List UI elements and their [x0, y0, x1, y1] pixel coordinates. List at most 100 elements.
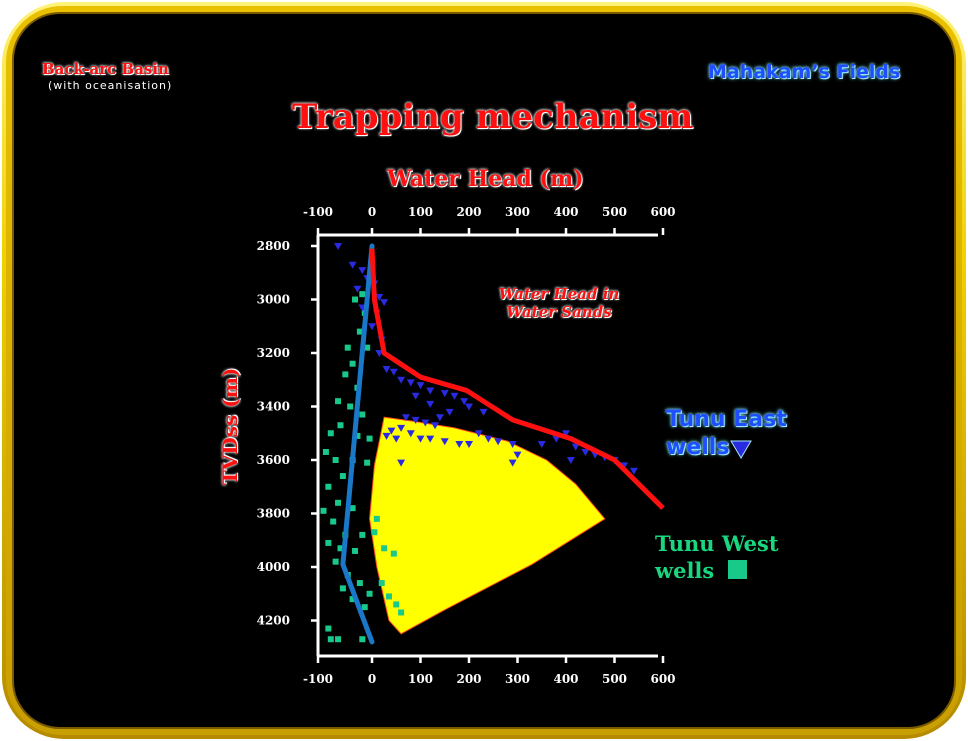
east-point-10 — [368, 323, 376, 331]
y-tick-label-7: 4200 — [257, 614, 290, 628]
west-point-32 — [339, 585, 346, 592]
west-point-8 — [347, 403, 354, 410]
east-point-55 — [629, 467, 638, 475]
west-point-28 — [352, 547, 359, 554]
trend-lines-layer — [340, 243, 665, 645]
east-point-47 — [552, 435, 561, 443]
west-point-49 — [352, 296, 359, 303]
west-point-12 — [354, 432, 361, 439]
east-point-14 — [389, 368, 398, 376]
east-point-32 — [382, 432, 391, 440]
x-tick-label-bottom-1: 0 — [368, 672, 376, 686]
x-tick-label-bottom-6: 500 — [602, 672, 627, 686]
east-point-58 — [426, 400, 435, 408]
east-point-44 — [397, 459, 406, 467]
west-point-46 — [359, 636, 366, 643]
west-point-19 — [325, 483, 332, 490]
east-point-24 — [445, 408, 454, 416]
east-point-22 — [465, 403, 473, 411]
east-point-16 — [406, 379, 415, 387]
west-point-2 — [356, 328, 363, 335]
west-point-11 — [327, 430, 334, 437]
east-point-45 — [508, 459, 517, 467]
x-tick-label-bottom-2: 100 — [408, 672, 433, 686]
basin-subtitle: (with oceanisation) — [48, 79, 173, 92]
west-point-37 — [373, 515, 380, 522]
y-tick-label-1: 3000 — [257, 293, 290, 307]
y-tick-label-5: 3800 — [257, 507, 290, 521]
x-tick-label-top-7: 600 — [650, 205, 675, 219]
east-point-31 — [387, 427, 396, 435]
west-point-9 — [359, 411, 366, 418]
east-point-59 — [411, 392, 420, 400]
west-point-40 — [393, 601, 400, 608]
tunu-west-legend: Tunu West wells — [655, 530, 795, 584]
east-point-35 — [416, 435, 425, 443]
east-point-42 — [494, 438, 503, 446]
east-point-26 — [431, 422, 440, 430]
west-point-17 — [364, 459, 371, 466]
west-point-47 — [325, 625, 332, 632]
east-point-49 — [571, 443, 580, 451]
west-point-14 — [322, 448, 329, 455]
west-point-10 — [337, 422, 344, 429]
east-point-15 — [397, 376, 406, 384]
y-tick-label-2: 3200 — [257, 346, 290, 360]
x-tick-label-top-2: 100 — [408, 205, 433, 219]
east-point-17 — [416, 382, 425, 390]
tunu-west-legend-label: Tunu West wells — [655, 531, 779, 583]
east-point-2 — [358, 267, 367, 275]
tunu-east-points-layer — [334, 243, 638, 475]
east-point-28 — [411, 416, 420, 424]
east-point-43 — [508, 440, 517, 448]
west-point-35 — [366, 590, 373, 597]
east-point-25 — [435, 414, 444, 422]
east-point-37 — [440, 438, 449, 446]
east-point-36 — [426, 435, 435, 443]
east-point-56 — [566, 457, 575, 464]
x-tick-label-top-0: -100 — [303, 205, 333, 219]
east-point-38 — [455, 440, 464, 448]
square-icon — [728, 560, 747, 579]
east-point-57 — [513, 451, 522, 459]
west-point-34 — [361, 604, 368, 611]
y-tick-label-3: 3400 — [257, 400, 290, 414]
west-point-13 — [366, 435, 373, 442]
x-axis-title: Water Head (m) — [387, 166, 584, 192]
east-point-21 — [460, 398, 469, 406]
west-point-44 — [327, 636, 334, 643]
water-head-annotation: Water Head in Water Sands — [498, 285, 620, 321]
west-point-43 — [381, 545, 388, 552]
x-tick-label-top-1: 0 — [368, 205, 376, 219]
west-point-26 — [325, 539, 332, 546]
west-trend-line — [340, 243, 375, 645]
x-tick-label-bottom-5: 400 — [553, 672, 578, 686]
east-point-34 — [406, 430, 415, 438]
west-point-38 — [378, 580, 385, 587]
triangle-down-icon — [730, 440, 752, 459]
east-point-50 — [581, 448, 590, 456]
hydrocarbon-zone — [369, 416, 606, 635]
east-point-40 — [474, 430, 483, 438]
slide-title: Trapping mechanism — [292, 97, 694, 137]
west-point-20 — [320, 507, 327, 514]
east-point-23 — [479, 408, 488, 416]
west-point-18 — [339, 473, 346, 480]
y-tick-label-6: 4000 — [257, 560, 290, 574]
x-tick-label-bottom-3: 200 — [456, 672, 481, 686]
west-point-27 — [337, 545, 344, 552]
hydrocarbon-zone-layer — [369, 416, 606, 635]
west-point-15 — [332, 457, 339, 463]
x-tick-label-bottom-0: -100 — [303, 672, 333, 686]
east-point-30 — [397, 424, 406, 432]
west-point-25 — [359, 531, 366, 538]
east-point-1 — [348, 261, 357, 269]
east-point-29 — [401, 414, 410, 422]
east-point-54 — [620, 462, 629, 470]
x-tick-label-bottom-4: 300 — [505, 672, 530, 686]
axes-layer: -100 -100 0 0 100 100 200 200 300 300 400 400 500 500… — [257, 205, 676, 686]
x-tick-label-top-5: 400 — [553, 205, 578, 219]
west-point-42 — [390, 550, 397, 557]
west-point-31 — [356, 580, 363, 587]
west-point-22 — [349, 505, 356, 512]
